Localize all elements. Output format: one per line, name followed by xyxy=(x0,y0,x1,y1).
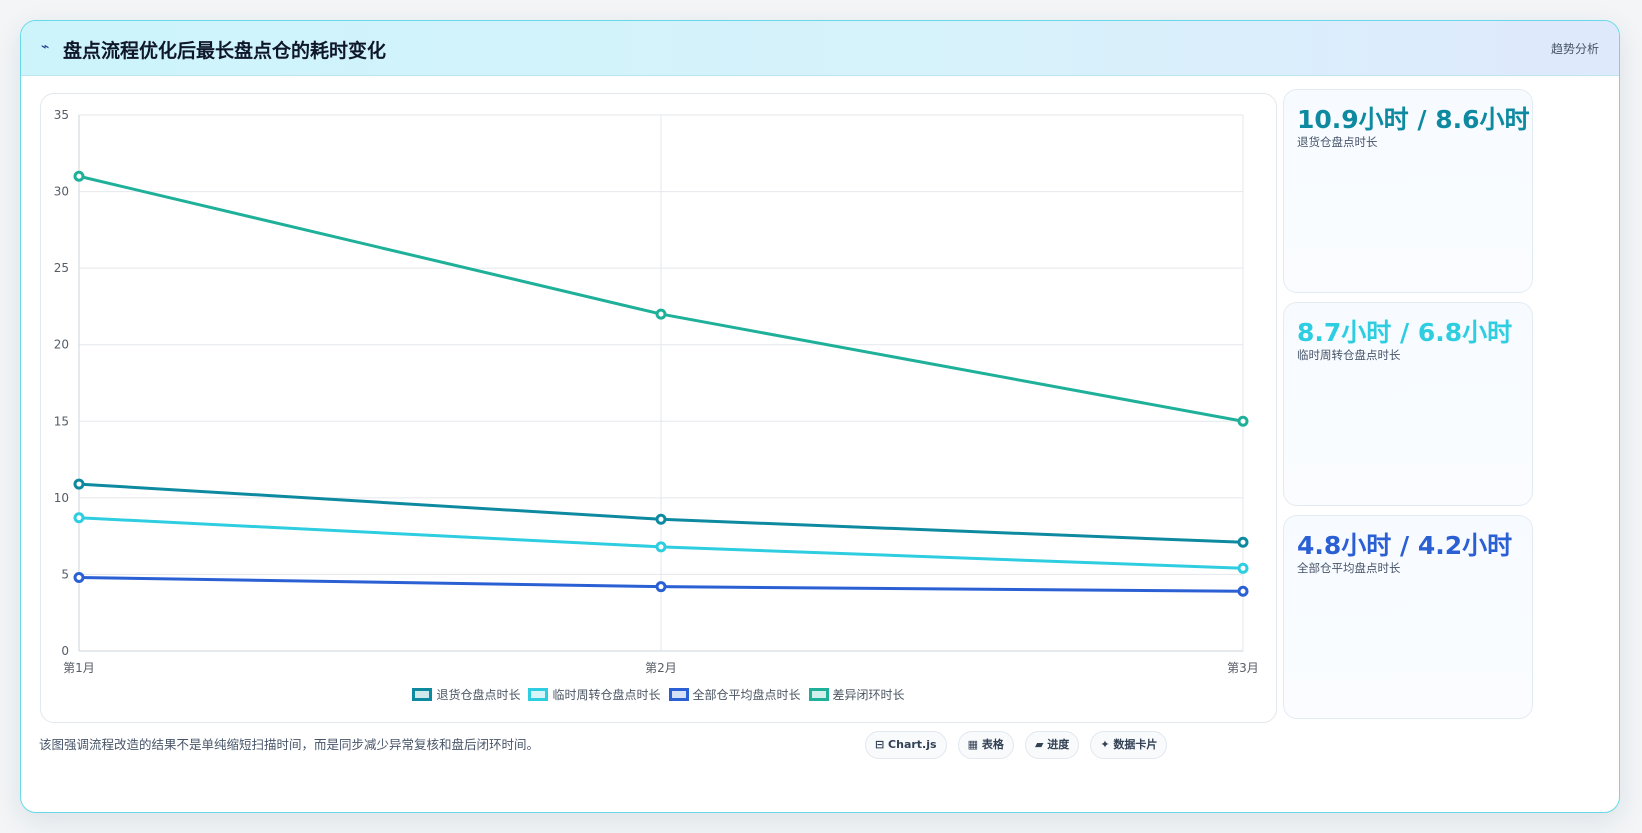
chart-card: ⌁ 盘点流程优化后最长盘点仓的耗时变化 趋势分析 0 5 10 15 20 25 30 35 第… xyxy=(20,20,1620,813)
stat-label: 全部仓平均盘点时长 xyxy=(1297,561,1401,575)
chip-data-cards[interactable]: ✦ 数据卡片 xyxy=(1090,731,1168,759)
view-chips: ⊟ Chart.js ▦ 表格 ▰ 进度 ✦ 数据卡片 xyxy=(865,731,1173,759)
y-tick-label: 30 xyxy=(54,185,69,199)
card-title: 盘点流程优化后最长盘点仓的耗时变化 xyxy=(63,40,387,62)
legend-item[interactable]: 退货仓盘点时长 xyxy=(412,686,520,703)
data-point xyxy=(1237,536,1249,548)
data-point xyxy=(1237,562,1249,574)
data-point xyxy=(73,478,85,490)
stat-value: 4.8小时 / 4.2小时 xyxy=(1297,531,1513,560)
x-tick-label: 第1月 xyxy=(63,661,95,675)
chip-progress[interactable]: ▰ 进度 xyxy=(1024,731,1080,759)
trend-icon: ⌁ xyxy=(41,39,50,55)
data-point xyxy=(73,170,85,182)
chart-panel: 0 5 10 15 20 25 30 35 第1月 第2月 第3月 退货仓盘点时长 临时周转仓盘点时长… xyxy=(40,93,1277,723)
y-tick-label: 5 xyxy=(61,567,69,581)
data-point xyxy=(655,308,667,320)
data-point xyxy=(655,541,667,553)
data-point xyxy=(1237,415,1249,427)
data-point xyxy=(655,581,667,593)
stat-card-average: 4.8小时 / 4.2小时 全部仓平均盘点时长 xyxy=(1283,515,1533,719)
footer-note: 该图强调流程改造的结果不是单纯缩短扫描时间，而是同步减少异常复核和盘后闭环时间。 xyxy=(39,737,540,752)
y-tick-label: 20 xyxy=(54,338,69,352)
y-tick-label: 0 xyxy=(61,644,69,658)
legend-item[interactable]: 差异闭环时长 xyxy=(808,686,905,703)
x-tick-label: 第3月 xyxy=(1227,661,1259,675)
line-chart: 0 5 10 15 20 25 30 35 第1月 第2月 第3月 xyxy=(54,108,1259,675)
data-point xyxy=(73,571,85,583)
data-point xyxy=(73,512,85,524)
legend-label: 退货仓盘点时长 xyxy=(436,688,521,702)
stat-value: 10.9小时 / 8.6小时 xyxy=(1297,105,1530,134)
legend-swatch xyxy=(808,688,829,701)
legend-swatch xyxy=(668,688,689,701)
analysis-tag: 趋势分析 xyxy=(1550,42,1599,56)
data-point xyxy=(1237,585,1249,597)
stat-value: 8.7小时 / 6.8小时 xyxy=(1297,318,1513,347)
legend-swatch xyxy=(528,688,549,701)
stat-label: 退货仓盘点时长 xyxy=(1297,135,1378,149)
legend-label: 临时周转仓盘点时长 xyxy=(552,688,661,702)
legend-label: 差异闭环时长 xyxy=(832,688,905,702)
stat-card-temp: 8.7小时 / 6.8小时 临时周转仓盘点时长 xyxy=(1283,302,1533,506)
stat-card-returns: 10.9小时 / 8.6小时 退货仓盘点时长 xyxy=(1283,89,1533,293)
stat-label: 临时周转仓盘点时长 xyxy=(1297,348,1401,362)
legend-item[interactable]: 临时周转仓盘点时长 xyxy=(528,686,661,703)
x-tick-label: 第2月 xyxy=(645,661,677,675)
y-tick-label: 15 xyxy=(54,414,69,428)
legend-label: 全部仓平均盘点时长 xyxy=(692,688,801,702)
chip-table[interactable]: ▦ 表格 xyxy=(957,731,1014,759)
y-tick-label: 10 xyxy=(54,491,69,505)
chart-legend: 退货仓盘点时长 临时周转仓盘点时长 全部仓平均盘点时长 差异闭环时长 xyxy=(41,686,1276,703)
y-tick-label: 35 xyxy=(54,108,69,122)
data-point xyxy=(655,513,667,525)
legend-swatch xyxy=(412,688,433,701)
card-header: ⌁ 盘点流程优化后最长盘点仓的耗时变化 趋势分析 xyxy=(21,21,1619,76)
chip-chartjs[interactable]: ⊟ Chart.js xyxy=(865,731,947,759)
y-tick-label: 25 xyxy=(54,261,69,275)
legend-item[interactable]: 全部仓平均盘点时长 xyxy=(668,686,801,703)
